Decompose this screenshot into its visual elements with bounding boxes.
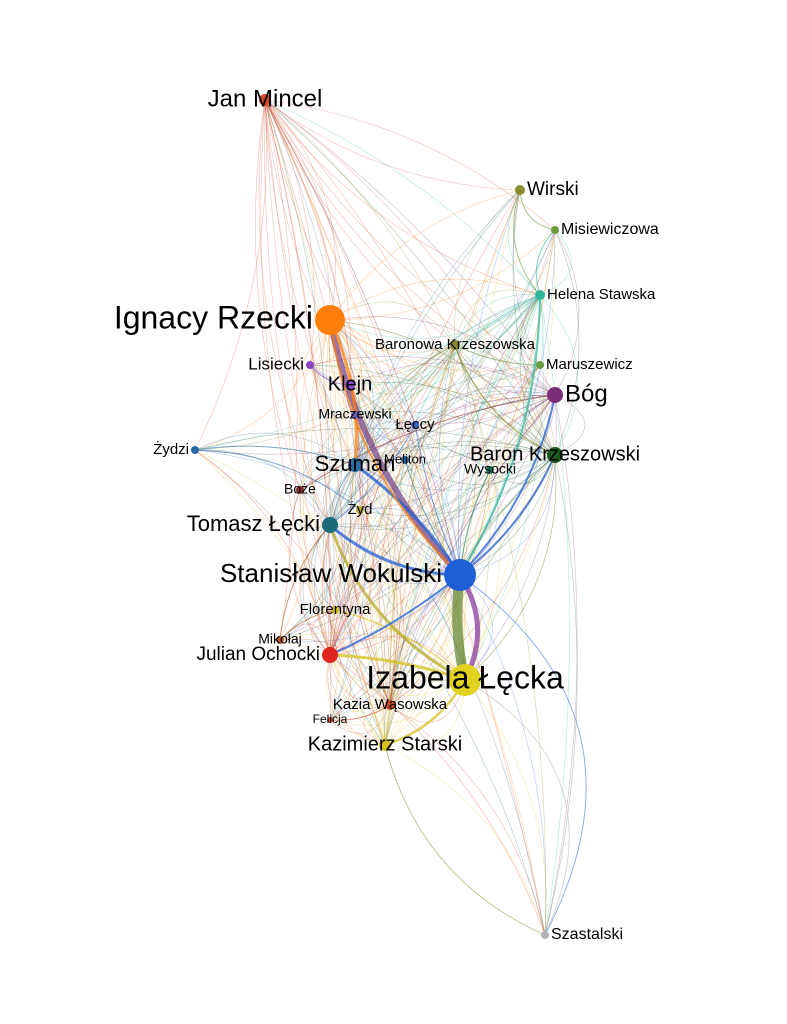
node-bog[interactable] bbox=[547, 387, 563, 403]
label-bog: Bóg bbox=[565, 380, 608, 407]
node-mraczewski[interactable] bbox=[351, 411, 359, 419]
node-baronowa_krz[interactable] bbox=[450, 340, 460, 350]
node-baron_krz[interactable] bbox=[547, 447, 563, 463]
label-zydzi: Żydzi bbox=[153, 440, 189, 458]
node-boze[interactable] bbox=[296, 486, 304, 494]
edge bbox=[265, 100, 540, 365]
edge bbox=[385, 745, 545, 935]
edge bbox=[265, 100, 555, 395]
edges-layer bbox=[195, 100, 586, 935]
edge bbox=[385, 745, 545, 935]
edge bbox=[555, 230, 579, 455]
edge bbox=[390, 230, 555, 705]
label-julian_ochocki: Julian Ochocki bbox=[196, 644, 320, 665]
edge bbox=[520, 190, 555, 230]
node-ignacy_rzecki[interactable] bbox=[315, 305, 345, 335]
node-wirski[interactable] bbox=[515, 185, 525, 195]
node-meliton[interactable] bbox=[401, 456, 409, 464]
node-julian_ochocki[interactable] bbox=[322, 647, 338, 663]
node-tomasz_lecki[interactable] bbox=[322, 517, 338, 533]
label-wirski: Wirski bbox=[527, 179, 579, 200]
node-kazimierz_starski[interactable] bbox=[379, 739, 391, 751]
edge bbox=[545, 395, 577, 935]
node-zyd[interactable] bbox=[356, 506, 364, 514]
node-wysocki[interactable] bbox=[486, 466, 494, 474]
label-szastalski: Szastalski bbox=[551, 926, 623, 943]
node-jan_mincel[interactable] bbox=[259, 94, 271, 106]
node-maruszewicz[interactable] bbox=[536, 361, 544, 369]
edge bbox=[195, 100, 267, 450]
edge bbox=[265, 100, 520, 190]
node-leccy[interactable] bbox=[411, 421, 419, 429]
node-lisiecki[interactable] bbox=[306, 361, 314, 369]
edge bbox=[330, 655, 351, 720]
edge bbox=[326, 320, 385, 745]
label-maruszewicz: Maruszewicz bbox=[546, 356, 633, 373]
label-ignacy_rzecki: Ignacy Rzecki bbox=[114, 299, 313, 335]
node-szastalski[interactable] bbox=[541, 931, 549, 939]
node-szuman[interactable] bbox=[348, 458, 362, 472]
node-izabela[interactable] bbox=[449, 664, 481, 696]
edge bbox=[555, 230, 579, 395]
label-lisiecki: Lisiecki bbox=[248, 354, 304, 373]
node-klejn[interactable] bbox=[345, 380, 355, 390]
edge bbox=[265, 100, 555, 395]
label-misiewiczowa: Misiewiczowa bbox=[561, 221, 659, 238]
edge bbox=[460, 575, 546, 935]
edge bbox=[330, 655, 545, 935]
network-graph: Jan MincelWirskiMisiewiczowaHelena Staws… bbox=[0, 0, 787, 1024]
edge bbox=[195, 450, 390, 705]
node-helena_stawska[interactable] bbox=[535, 290, 545, 300]
node-florentyna[interactable] bbox=[331, 606, 339, 614]
edge bbox=[330, 190, 520, 320]
node-mikolaj[interactable] bbox=[276, 636, 284, 644]
label-helena_stawska: Helena Stawska bbox=[547, 286, 656, 303]
node-zydzi[interactable] bbox=[191, 446, 199, 454]
node-misiewiczowa[interactable] bbox=[551, 226, 559, 234]
node-kazia_wasowska[interactable] bbox=[385, 700, 395, 710]
node-felicja[interactable] bbox=[327, 717, 333, 723]
node-wokulski[interactable] bbox=[444, 559, 476, 591]
